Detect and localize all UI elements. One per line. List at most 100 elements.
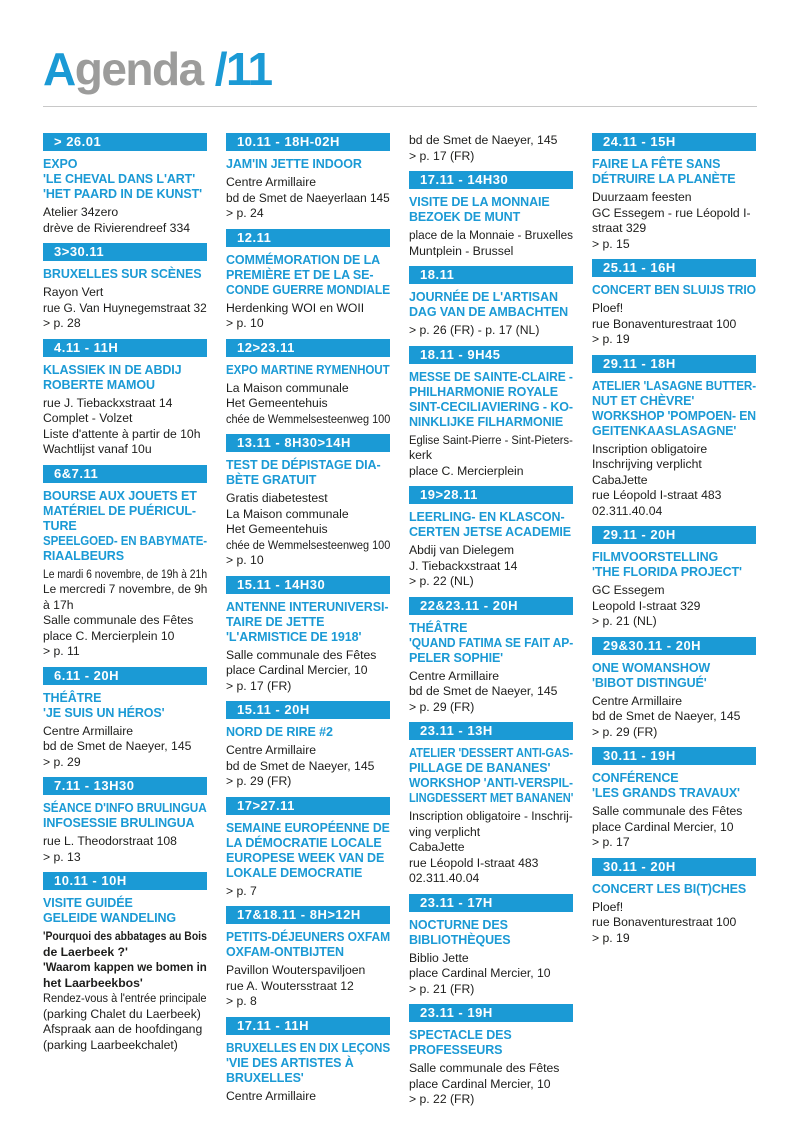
event-title-line: BIBLIOTHÈQUES xyxy=(409,932,511,947)
event-date-bar: 13.11 - 8H30>14H xyxy=(226,434,390,452)
event-detail-line: Centre Armillaire xyxy=(226,175,317,189)
event: 29.11 - 20H FILMVOORSTELLING 'THE FLORIDA … xyxy=(592,526,756,630)
event-details: Eglise Saint-Pierre - Sint-Pieters-kerk p… xyxy=(409,433,573,480)
page-title-rest: genda xyxy=(74,43,204,95)
event: 18.11 - 9H45 MESSE DE SAINTE-CLAIRE - PHIL… xyxy=(409,345,573,480)
event-detail-line: bd de Smet de Naeyer, 145 xyxy=(226,758,375,773)
event-title: ATELIER 'DESSERT ANTI-GAS- PILLAGE DE BAN… xyxy=(409,746,573,806)
event-title: BRUXELLES SUR SCÈNES xyxy=(43,267,207,282)
event-details: Salle communale des Fêtes place Cardinal … xyxy=(409,1061,573,1108)
event: 25.11 - 16H CONCERT BEN SLUIJS TRIO Ploef!… xyxy=(592,259,756,348)
event-date-bar: 17>27.11 xyxy=(226,796,390,815)
event-detail-line: Salle communale des Fêtes xyxy=(43,613,194,627)
event: 23.11 - 19H SPECTACLE DES PROFESSEURS Salle… xyxy=(409,1004,573,1108)
event-title-line: THÉÂTRE xyxy=(409,620,468,635)
event: 17>27.11 SEMAINE EUROPÉENNE DE LA DÉMOCRAT… xyxy=(226,796,390,900)
event-date-bar: 18.11 - 9H45 xyxy=(409,345,573,364)
event-detail-line: Eglise Saint-Pierre - Sint-Pieters- xyxy=(409,432,573,447)
event-details: Centre Armillaire bd de Smet de Naeyerlaa… xyxy=(226,175,390,222)
event-detail-line: > p. 29 (FR) xyxy=(226,774,292,788)
event-title-line: NOCTURNE DES xyxy=(409,917,508,932)
event-date-bar: 17.11 - 11H xyxy=(226,1016,390,1035)
event-title-line: BOURSE AUX JOUETS ET xyxy=(43,488,197,503)
page-header: Agenda/11 xyxy=(43,46,757,107)
event-detail-line: La Maison communale xyxy=(226,506,349,521)
event-title-line: SINT-CECILIAVIERING - KO- xyxy=(409,399,573,414)
event: 18.11 JOURNÉE DE L'ARTISAN DAG VAN DE AMBA… xyxy=(409,266,573,339)
event-details: Abdij van Dielegem J. Tiebackxstraat 14 > … xyxy=(409,543,573,590)
event-detail-line: Het Gemeentehuis xyxy=(226,396,328,410)
event-title: EXPO 'LE CHEVAL DANS L'ART' 'HET PAARD IN … xyxy=(43,157,207,202)
event-detail-line: rue A. Woutersstraat 12 xyxy=(226,978,354,993)
event-title: BRUXELLES EN DIX LEÇONS 'VIE DES ARTISTES… xyxy=(226,1041,390,1086)
event-date-bar: 10.11 - 18H-02H xyxy=(226,133,390,151)
event-title-line: THÉÂTRE xyxy=(43,690,102,705)
event-title: EXPO MARTINE RYMENHOUT xyxy=(226,363,390,378)
event: 24.11 - 15H FAIRE LA FÊTE SANS DÉTRUIRE LA… xyxy=(592,133,756,252)
event-date: 12.11 xyxy=(237,229,272,245)
event-title-line: ANTENNE INTERUNIVERSI- xyxy=(226,599,389,614)
event-title-line: BRUXELLES EN DIX LEÇONS xyxy=(226,1040,391,1055)
event-title-line: PROFESSEURS xyxy=(409,1043,503,1057)
event-title-line: LOKALE DEMOCRATIE xyxy=(226,865,363,880)
event-date: 19>28.11 xyxy=(420,487,478,502)
event-title-line: 'QUAND FATIMA SE FAIT AP- xyxy=(409,635,574,650)
event: 12.11 COMMÉMORATION DE LA PREMIÈRE ET DE L… xyxy=(226,228,390,332)
event-detail-line: > p. 13 xyxy=(43,849,81,864)
event-date-bar: 29.11 - 20H xyxy=(592,526,756,544)
event-title: MESSE DE SAINTE-CLAIRE - PHILHARMONIE ROY… xyxy=(409,370,573,430)
event-detail-line: Herdenking WOI en WOII xyxy=(226,300,365,315)
event-date-bar: 29.11 - 18H xyxy=(592,354,756,373)
event-date-bar: 24.11 - 15H xyxy=(592,133,756,151)
event-date-bar: 30.11 - 19H xyxy=(592,747,756,765)
event-detail-line: place Cardinal Mercier, 10 xyxy=(409,966,551,980)
event-detail-line: à 17h xyxy=(43,597,74,612)
event-detail-line: Liste d'attente à partir de 10h xyxy=(43,426,201,441)
event-title: FILMVOORSTELLING 'THE FLORIDA PROJECT' xyxy=(592,550,756,580)
event: 22&23.11 - 20H THÉÂTRE 'QUAND FATIMA SE FA… xyxy=(409,596,574,716)
event-title-line: NUT ET CHÈVRE' xyxy=(592,393,695,408)
event-date-bar: 6.11 - 20H xyxy=(43,666,207,685)
event-detail-line: CabaJette xyxy=(592,472,648,487)
event-detail-line: Gratis diabetestest xyxy=(226,491,328,505)
event-date-bar: 15.11 - 20H xyxy=(226,701,390,719)
event-date-bar: 22&23.11 - 20H xyxy=(409,596,573,615)
event-detail-line: Inscription obligatoire - Inschrij- xyxy=(409,809,573,823)
event: 4.11 - 11H KLASSIEK IN DE ABDIJ ROBERTE MA… xyxy=(43,338,207,458)
event-detail-line: Ploef! xyxy=(592,301,624,315)
event-title-line: PHILHARMONIE ROYALE xyxy=(409,384,559,399)
event-detail-line: > p. 21 (FR) xyxy=(409,981,475,996)
event-detail-line: > p. 24 xyxy=(226,206,264,220)
event-title-line: ONE WOMANSHOW xyxy=(592,660,711,675)
event: 12>23.11 EXPO MARTINE RYMENHOUT La Maison … xyxy=(226,338,390,428)
event-details: Biblio Jette place Cardinal Mercier, 10 > … xyxy=(409,951,573,998)
event-details: Centre Armillaire bd de Smet de Naeyer, 1… xyxy=(226,743,390,790)
event-title-line: LEERLING- EN KLASCON- xyxy=(409,510,565,524)
event-details: Pavillon Wouterspaviljoen rue A. Wouterss… xyxy=(226,963,390,1010)
event-detail-line: rue G. Van Huynegemstraat 32 xyxy=(43,300,207,315)
event-date-bar: 4.11 - 11H xyxy=(43,338,207,357)
event-title: LEERLING- EN KLASCON- CERTEN JETSE ACADEM… xyxy=(409,510,573,540)
event-detail-line: 'Waarom kappen we bomen in xyxy=(43,960,207,974)
event-detail-line: place Cardinal Mercier, 10 xyxy=(409,1076,551,1091)
event-detail-line: Biblio Jette xyxy=(409,950,469,965)
event-title: KLASSIEK IN DE ABDIJ ROBERTE MAMOU xyxy=(43,363,207,393)
event-title: TEST DE DÉPISTAGE DIA- BÈTE GRATUIT xyxy=(226,458,390,488)
event-details: > p. 7 xyxy=(226,884,390,900)
event-title-line: 'THE FLORIDA PROJECT' xyxy=(592,565,742,579)
event-date: 22&23.11 - 20H xyxy=(420,597,519,613)
event-details: rue J. Tiebackxstraat 14 Complet - Volzet… xyxy=(43,396,207,458)
event: 7.11 - 13H30 SÉANCE D'INFO BRULINGUA INFOS… xyxy=(43,777,207,865)
event-title-line: 'LE CHEVAL DANS L'ART' xyxy=(43,172,196,186)
event-date: 23.11 - 17H xyxy=(420,894,493,910)
event-detail-line: de Laerbeek ?' xyxy=(43,944,128,959)
event-details: Ploef! rue Bonaventurestraat 100 > p. 19 xyxy=(592,900,756,947)
event-detail-line: > p. 17 xyxy=(592,835,630,849)
event: 29.11 - 18H ATELIER 'LASAGNE BUTTER- NUT E… xyxy=(592,354,756,520)
event-date-bar: 6&7.11 xyxy=(43,464,207,483)
event-date: 17.11 - 14H30 xyxy=(420,172,509,187)
event-detail-line: Centre Armillaire xyxy=(592,693,683,708)
event: 19>28.11 LEERLING- EN KLASCON- CERTEN JETS… xyxy=(409,486,573,590)
event-detail-line: Afspraak aan de hoofdingang xyxy=(43,1022,203,1036)
event: 3>30.11 BRUXELLES SUR SCÈNES Rayon Vert rue… xyxy=(43,243,207,332)
